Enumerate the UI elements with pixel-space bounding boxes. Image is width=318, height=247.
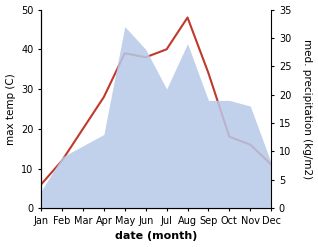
- X-axis label: date (month): date (month): [115, 231, 197, 242]
- Y-axis label: max temp (C): max temp (C): [5, 73, 16, 145]
- Y-axis label: med. precipitation (kg/m2): med. precipitation (kg/m2): [302, 39, 313, 179]
